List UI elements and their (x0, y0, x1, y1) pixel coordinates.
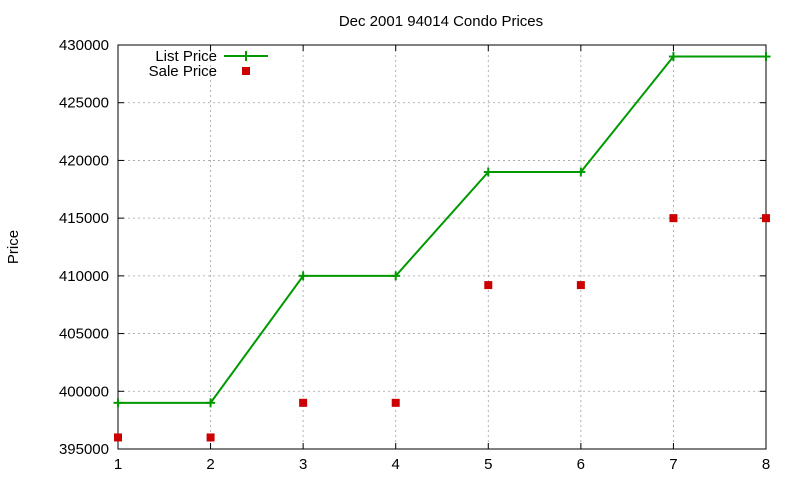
data-point-square (391, 398, 400, 407)
y-tick-label: 395000 (59, 441, 109, 458)
plot-frame (117, 44, 767, 450)
data-point-square (762, 214, 770, 223)
grid (118, 45, 766, 449)
legend-swatch-list-price (224, 51, 268, 61)
series-line (118, 55, 766, 404)
data-point-plus (298, 271, 308, 281)
legend-label-list-price: List Price (155, 48, 217, 65)
data-point-square (484, 281, 493, 290)
x-tick-label: 6 (577, 456, 585, 473)
x-tick-label: 3 (299, 456, 307, 473)
data-point-square (299, 398, 308, 407)
series-sale-price (114, 214, 770, 442)
data-point-plus (483, 167, 493, 177)
x-tick-label: 7 (669, 456, 677, 473)
data-point-plus (761, 52, 771, 62)
x-tick-label: 5 (484, 456, 492, 473)
legend-swatch-sale-price (242, 67, 250, 75)
data-point-plus (576, 167, 586, 177)
data-point-plus (113, 398, 123, 408)
series (113, 52, 771, 442)
data-point-plus (391, 271, 401, 281)
y-tick-label: 400000 (59, 383, 109, 400)
y-tick-label: 415000 (59, 210, 109, 227)
x-tick-label: 4 (392, 456, 400, 473)
y-tick-label: 425000 (59, 95, 109, 112)
y-tick-label: 430000 (59, 37, 109, 54)
data-point-square (576, 281, 585, 290)
y-axis-label: Price (5, 230, 22, 264)
data-point-plus (668, 52, 678, 62)
series-list-price (113, 52, 771, 408)
legend-label-sale-price: Sale Price (149, 63, 217, 80)
y-tick-label: 420000 (59, 152, 109, 169)
data-point-square (669, 214, 678, 223)
axis-ticks: 1 2 3 4 5 6 7 8 395000 400000 405000 410000 415000 42… (59, 37, 770, 473)
data-point-plus (206, 398, 216, 408)
y-tick-label: 410000 (59, 268, 109, 285)
legend: List Price Sale Price (149, 48, 268, 80)
data-point-square (114, 433, 122, 442)
x-tick-label: 8 (762, 456, 770, 473)
chart-title: Dec 2001 94014 Condo Prices (339, 13, 543, 30)
x-tick-label: 1 (114, 456, 122, 473)
y-tick-label: 405000 (59, 326, 109, 343)
x-tick-label: 2 (206, 456, 214, 473)
data-point-square (206, 433, 215, 442)
